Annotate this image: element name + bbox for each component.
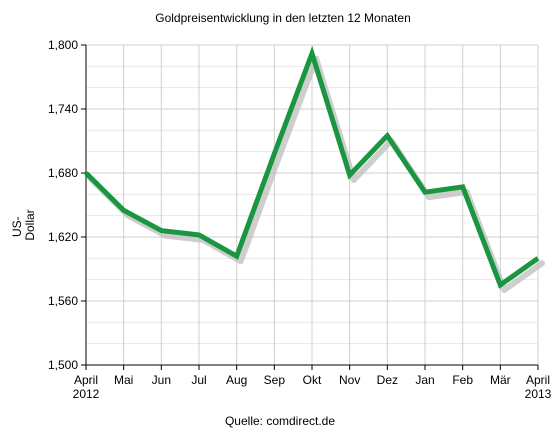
- y-axis-label-line1: US-: [10, 216, 24, 237]
- x-tick-label-line: April: [526, 373, 550, 387]
- x-tick-label-line: Jul: [191, 373, 206, 387]
- x-tick-label: Mär: [490, 373, 511, 387]
- x-tick-label: Jun: [152, 373, 171, 387]
- x-tick-label-line: Sep: [264, 373, 286, 387]
- y-tick-label: 1,620: [48, 230, 78, 244]
- x-tick-label: Sep: [264, 373, 286, 387]
- x-tick-label-line: Feb: [452, 373, 473, 387]
- x-tick-label-line: Dez: [377, 373, 398, 387]
- x-tick-label-line: Okt: [303, 373, 322, 387]
- x-tick-label-line: April: [74, 373, 98, 387]
- chart-title: Goldpreisentwicklung in den letzten 12 M…: [155, 11, 411, 25]
- y-tick-label: 1,740: [48, 102, 78, 116]
- x-tick-label: Dez: [377, 373, 398, 387]
- y-tick-label: 1,500: [48, 358, 78, 372]
- series-line: [84, 45, 540, 289]
- x-tick-label: Jul: [191, 373, 206, 387]
- x-tick-label: April 2012: [73, 373, 100, 401]
- x-tick-label-line: Mai: [114, 373, 133, 387]
- y-tick-label: 1,560: [48, 294, 78, 308]
- x-tick-label-line: 2012: [73, 387, 100, 401]
- x-tick-label: Feb: [452, 373, 473, 387]
- x-tick-label: Okt: [303, 373, 322, 387]
- x-tick-label: Jan: [415, 373, 434, 387]
- x-tick-label-line: Aug: [226, 373, 247, 387]
- x-tick-label: April 2013: [525, 373, 552, 401]
- y-axis-label: US- Dollar: [10, 209, 37, 240]
- x-tick-label-line: Nov: [339, 373, 360, 387]
- y-tick-label: 1,800: [48, 38, 78, 52]
- source-note: Quelle: comdirect.de: [225, 414, 335, 428]
- x-tick-label-line: Mär: [490, 373, 511, 387]
- y-axis-label-line2: Dollar: [23, 209, 37, 240]
- x-tick-label-line: Jan: [415, 373, 434, 387]
- x-tick-label-line: 2013: [525, 387, 552, 401]
- x-tick-label: Mai: [114, 373, 133, 387]
- x-tick-label: Nov: [339, 373, 360, 387]
- x-tick-label-line: Jun: [152, 373, 171, 387]
- x-tick-label: Aug: [226, 373, 247, 387]
- y-tick-label: 1,680: [48, 166, 78, 180]
- series-line-shadow: [87, 55, 545, 293]
